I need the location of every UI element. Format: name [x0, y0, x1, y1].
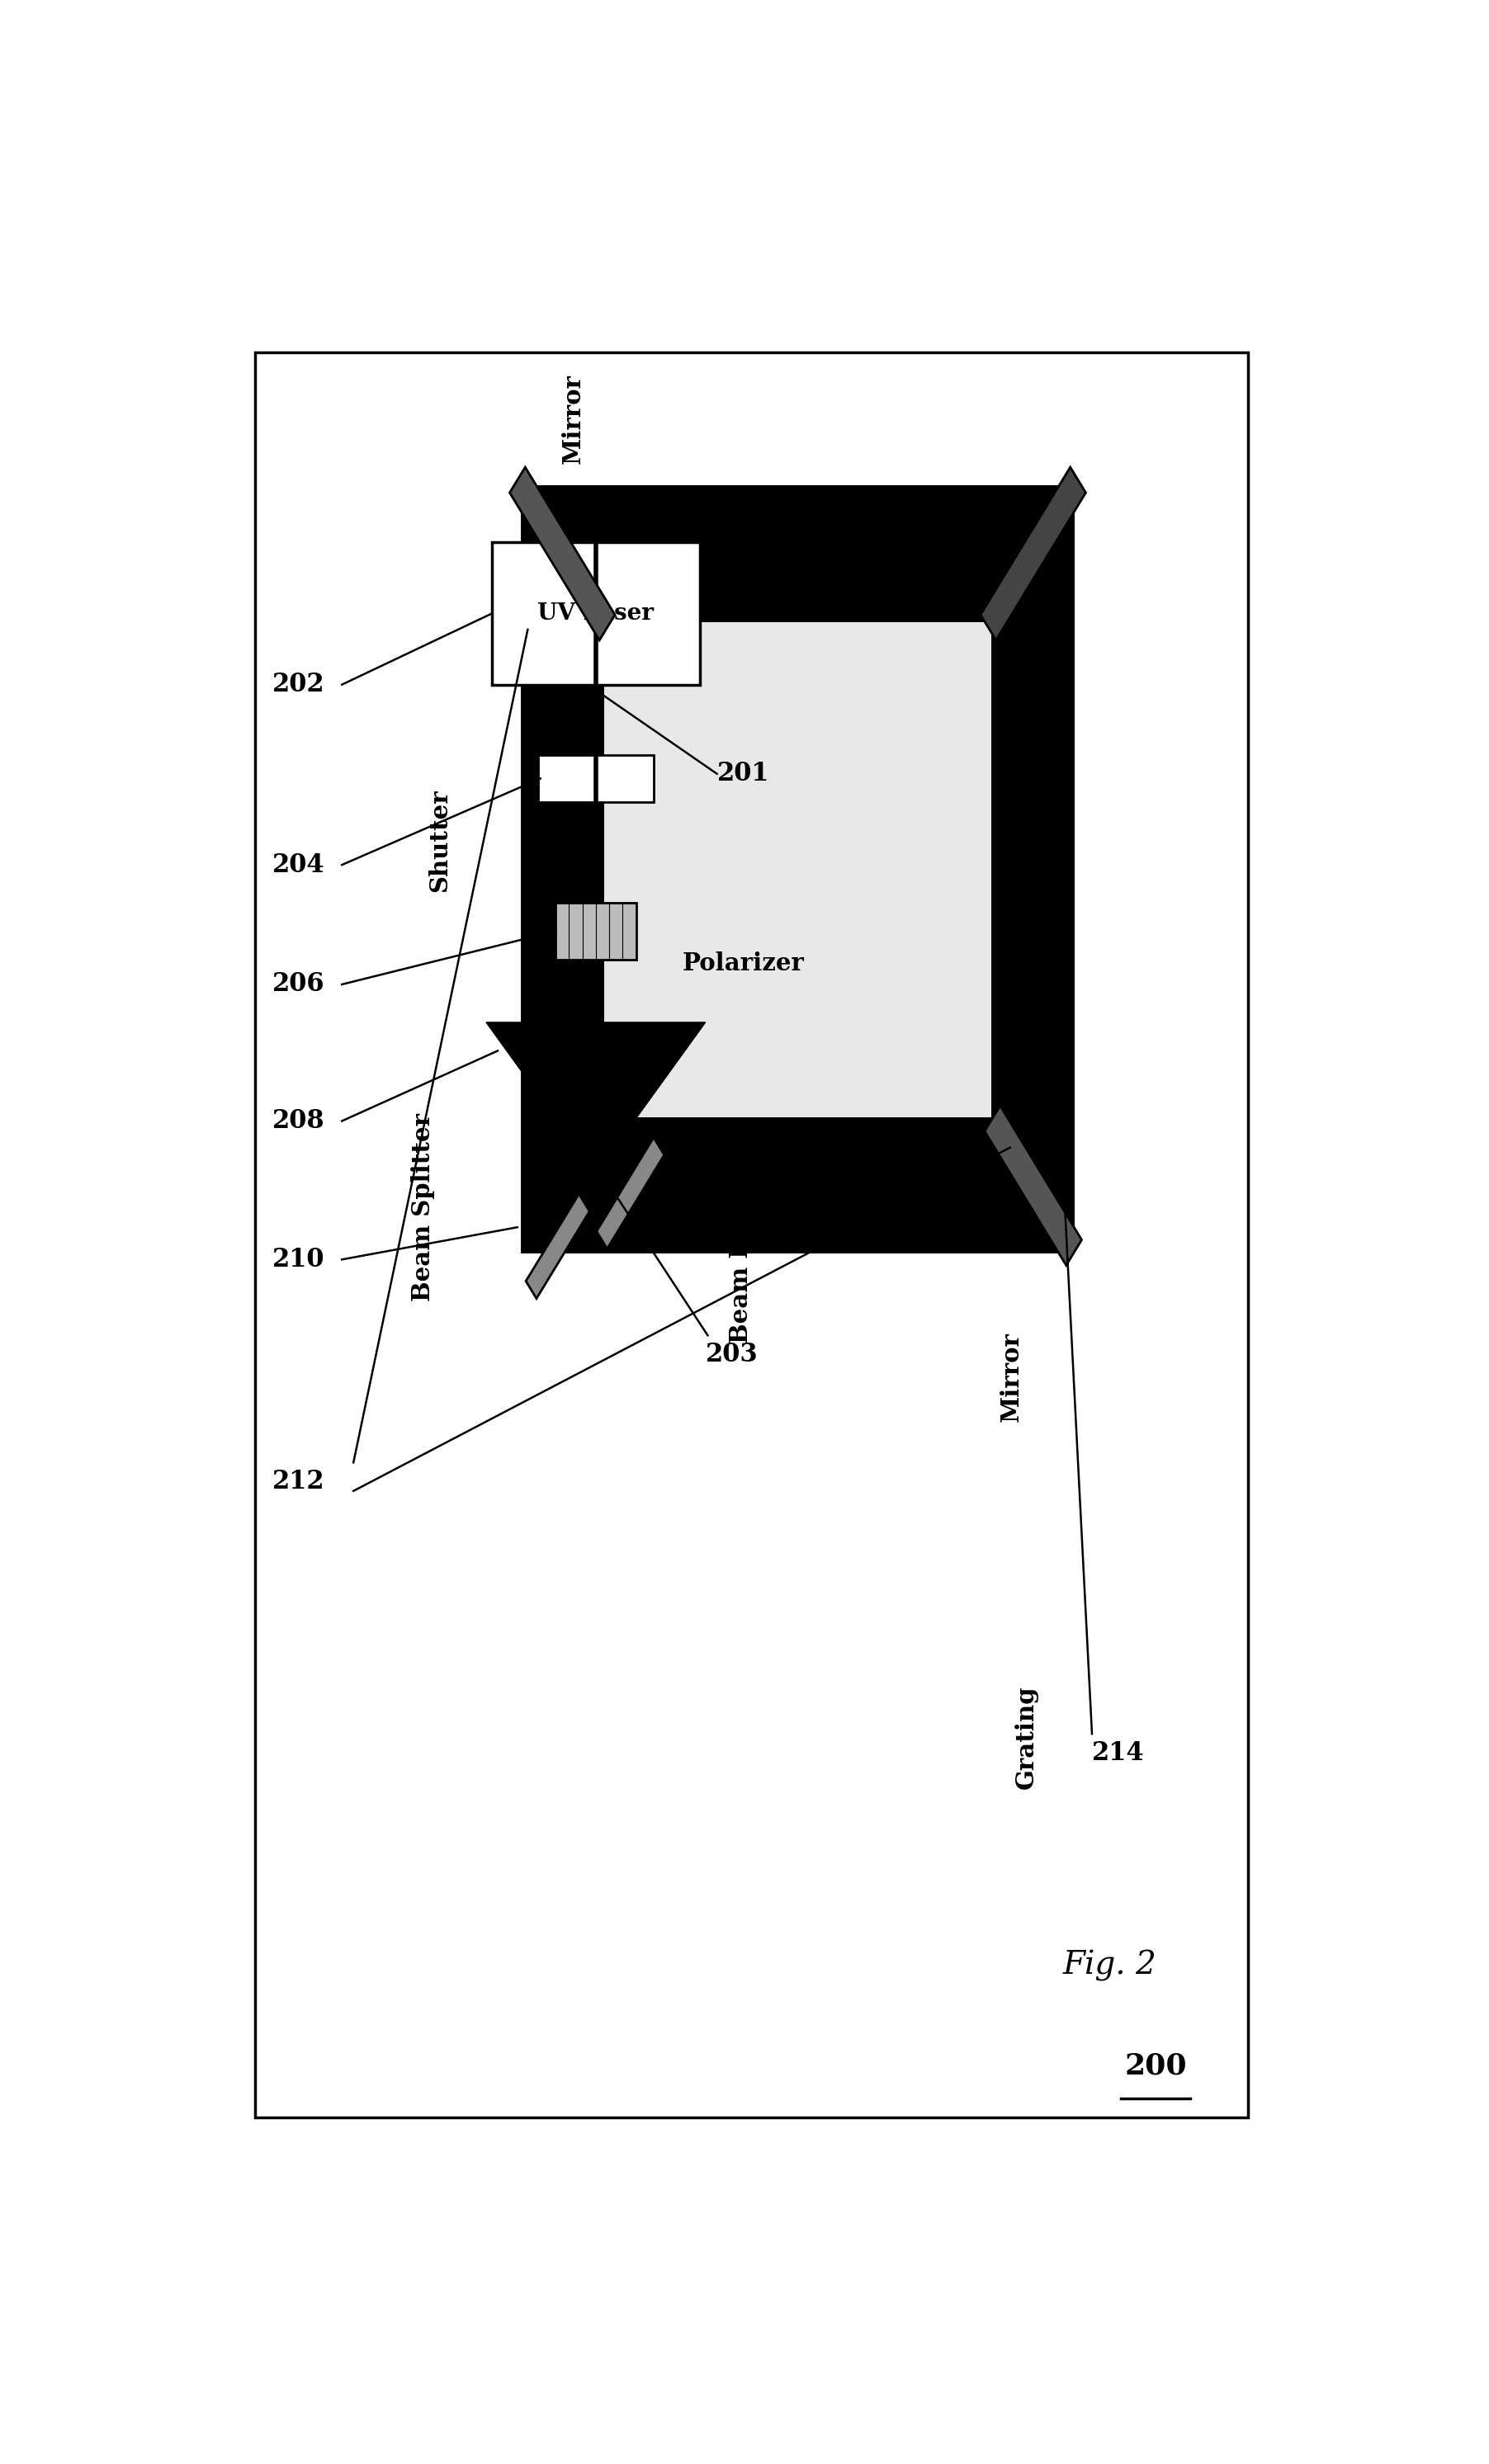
Text: 214: 214: [1091, 1740, 1145, 1767]
Text: Mirror: Mirror: [999, 1333, 1023, 1422]
Polygon shape: [487, 1023, 706, 1175]
Text: 204: 204: [272, 853, 325, 877]
Text: Beam Expander: Beam Expander: [728, 1131, 752, 1343]
Text: 200: 200: [1124, 2053, 1187, 2080]
Bar: [992, 485, 1075, 1254]
Polygon shape: [981, 468, 1085, 641]
Bar: [521, 1116, 1075, 1254]
Text: Grating: Grating: [1014, 1685, 1038, 1789]
Bar: [521, 485, 1075, 621]
Text: Mirror: Mirror: [561, 375, 585, 463]
Bar: [605, 621, 992, 1116]
Text: 202: 202: [272, 673, 325, 697]
Text: 210: 210: [272, 1247, 325, 1271]
Bar: [256, 352, 1248, 2117]
Text: 201: 201: [718, 761, 770, 786]
Text: 212: 212: [272, 1469, 325, 1493]
Text: Fig. 2: Fig. 2: [1062, 1949, 1157, 1981]
Bar: [538, 754, 654, 803]
Text: UV Laser: UV Laser: [538, 601, 654, 623]
Text: Polarizer: Polarizer: [682, 951, 804, 976]
Polygon shape: [597, 1138, 664, 1249]
Text: 206: 206: [272, 971, 325, 998]
Text: Beam Splitter: Beam Splitter: [411, 1114, 435, 1301]
Text: 208: 208: [272, 1109, 325, 1133]
Bar: [521, 485, 605, 1254]
Text: 203: 203: [706, 1340, 758, 1368]
Text: Shutter: Shutter: [427, 788, 453, 892]
Bar: [491, 542, 700, 685]
Polygon shape: [526, 1195, 590, 1299]
Polygon shape: [509, 468, 615, 641]
Bar: [555, 902, 636, 961]
Polygon shape: [984, 1106, 1081, 1266]
